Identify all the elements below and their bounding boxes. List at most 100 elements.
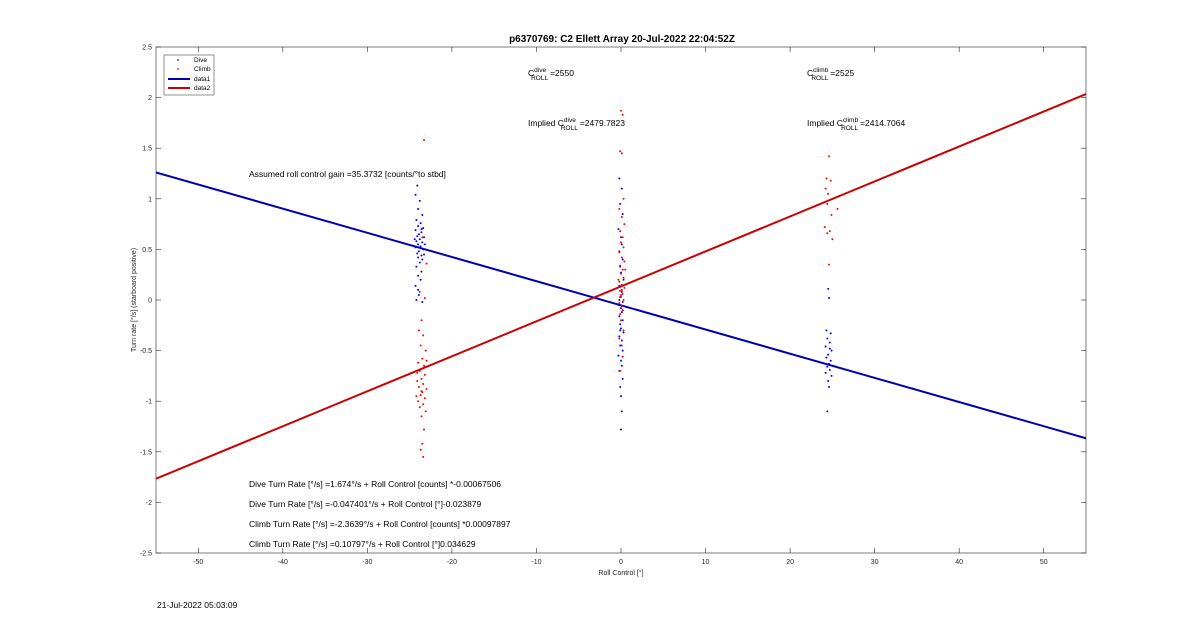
point-dive [420,270,423,273]
point-dive [830,374,833,377]
point-dive [415,240,418,243]
point-dive [415,219,418,222]
point-climb [829,179,832,182]
point-dive [418,199,421,202]
x-tick-label: -40 [278,559,288,566]
point-climb [619,150,622,153]
point-dive [621,349,624,352]
point-climb [421,442,424,445]
point-climb [423,364,426,367]
point-dive [422,248,425,251]
point-dive [619,329,622,332]
point-dive [827,386,830,389]
x-tick-label: 10 [702,559,710,566]
point-dive [824,345,827,348]
point-climb [420,319,423,322]
point-climb [620,283,623,286]
point-dive [419,245,422,248]
point-dive [417,250,420,253]
point-dive [620,236,622,239]
point-dive [619,323,622,326]
legend: Dive Climb data1 data2 [163,54,215,96]
point-climb [823,226,826,229]
point-dive [622,331,625,334]
x-tick-label: 40 [955,559,963,566]
point-dive [422,227,425,230]
annotation-gain: Assumed roll control gain =35.3732 [coun… [249,169,446,179]
point-dive [419,222,422,225]
point-dive [417,207,420,210]
point-dive [417,225,420,228]
point-dive [419,278,422,281]
point-climb [831,238,834,241]
point-climb [824,187,827,190]
point-climb [620,295,622,298]
point-climb [827,155,830,158]
point-climb [836,207,839,210]
point-climb [622,197,625,200]
fit-line-data1 [156,171,1086,440]
point-dive [417,256,420,259]
point-dive [416,252,419,255]
point-climb [621,355,624,358]
legend-label-data1: data1 [194,76,211,83]
point-climb [623,260,626,263]
point-dive [421,241,424,244]
point-climb [621,309,624,312]
point-climb [421,236,424,239]
annotation-eq-climb-counts: Climb Turn Rate [°/s] =-2.3639°/s + Roll… [249,519,511,529]
point-climb [416,371,419,374]
legend-marker-climb [177,68,179,70]
y-tick-label: -1 [146,399,152,406]
point-dive [414,246,417,249]
point-climb [420,415,423,418]
point-dive [417,293,420,296]
y-tick-label: 0.5 [142,247,152,254]
point-climb [423,139,426,142]
x-tick-label: -20 [447,559,457,566]
y-tick-label: 1.5 [142,146,152,153]
point-climb [423,373,426,376]
legend-label-dive: Dive [194,57,207,64]
point-dive [620,395,622,398]
point-climb [619,313,622,316]
point-dive [827,287,830,290]
point-dive [423,253,426,256]
point-climb [620,152,623,155]
y-tick-label: -1.5 [140,449,152,456]
point-dive [620,187,623,190]
point-climb [618,280,621,283]
point-dive [618,315,621,318]
point-climb [622,299,625,301]
point-dive [621,301,624,304]
point-climb [624,268,627,271]
point-climb [422,334,425,337]
x-tick-label: 50 [1040,559,1048,566]
point-dive [617,228,620,231]
point-climb [618,207,621,210]
legend-label-climb: Climb [194,66,211,73]
y-axis-label: Turn rate [°/s] (starboard positive) [130,248,138,352]
point-dive [619,344,622,347]
x-tick-label: -50 [193,559,203,566]
point-dive [827,353,830,356]
point-climb [425,388,428,391]
annotation-c-climb: Cclimb ROLL=2525 [807,67,854,82]
point-dive [416,235,419,238]
point-dive [421,301,424,304]
point-climb [621,292,624,295]
point-dive [621,377,624,380]
point-dive [827,379,830,382]
y-tick-label: 0 [148,298,152,305]
point-dive [620,311,623,314]
point-dive [827,296,830,299]
point-climb [423,296,426,299]
point-dive [826,365,829,368]
point-climb [619,289,622,292]
x-tick-label: -30 [362,559,372,566]
legend-label-data2: data2 [194,85,211,92]
point-climb [424,410,427,413]
point-climb [620,241,622,244]
point-dive [618,177,621,180]
point-dive [619,202,622,205]
